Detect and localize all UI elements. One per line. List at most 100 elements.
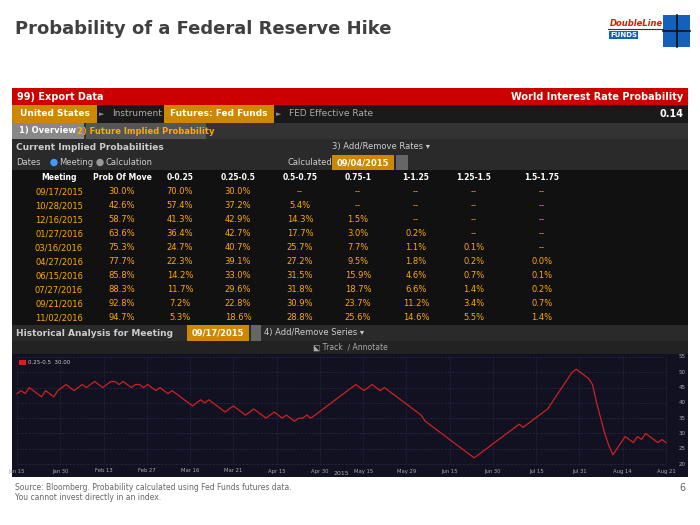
Text: 30.0%: 30.0% (225, 187, 251, 196)
Text: 09/21/2016: 09/21/2016 (35, 299, 83, 309)
Text: 1) Overview: 1) Overview (20, 127, 76, 135)
Text: 0.7%: 0.7% (531, 299, 552, 309)
Text: Feb 27: Feb 27 (138, 468, 155, 474)
Text: 17.7%: 17.7% (287, 229, 314, 238)
Text: 4.6%: 4.6% (405, 271, 426, 280)
Text: Current Implied Probabilities: Current Implied Probabilities (16, 142, 164, 152)
Text: 1.25-1.5: 1.25-1.5 (456, 173, 491, 182)
Text: 20: 20 (679, 461, 686, 467)
Text: Jan 15: Jan 15 (8, 468, 25, 474)
Text: --: -- (471, 215, 477, 225)
Text: 14.3%: 14.3% (287, 215, 314, 225)
Text: 24.7%: 24.7% (167, 244, 193, 253)
Text: Jul 31: Jul 31 (572, 468, 587, 474)
Text: 11/02/2016: 11/02/2016 (35, 313, 83, 322)
Text: 9.5%: 9.5% (347, 257, 369, 267)
FancyBboxPatch shape (12, 255, 688, 269)
Text: 10/28/2015: 10/28/2015 (35, 202, 83, 211)
Text: 0.1%: 0.1% (531, 271, 552, 280)
Text: 5.4%: 5.4% (289, 202, 311, 211)
Text: May 29: May 29 (397, 468, 416, 474)
Text: 45: 45 (679, 385, 686, 390)
FancyBboxPatch shape (12, 105, 97, 123)
Text: ►: ► (276, 111, 281, 117)
Text: --: -- (471, 229, 477, 238)
Text: 40: 40 (679, 401, 686, 405)
Text: --: -- (413, 215, 419, 225)
FancyBboxPatch shape (12, 269, 688, 283)
FancyBboxPatch shape (12, 170, 688, 185)
Text: 0.75-1: 0.75-1 (344, 173, 372, 182)
Text: 07/27/2016: 07/27/2016 (35, 286, 83, 295)
Text: 18.6%: 18.6% (225, 313, 251, 322)
Text: 1.4%: 1.4% (531, 313, 552, 322)
Circle shape (51, 160, 57, 165)
FancyBboxPatch shape (396, 155, 408, 170)
Text: Calculated: Calculated (287, 158, 332, 167)
Text: 36.4%: 36.4% (167, 229, 193, 238)
Text: --: -- (297, 187, 303, 196)
Text: 1.5%: 1.5% (347, 215, 369, 225)
Text: 5.3%: 5.3% (169, 313, 190, 322)
FancyBboxPatch shape (12, 123, 84, 139)
Text: 0.2%: 0.2% (531, 286, 552, 295)
Text: FUNDS: FUNDS (610, 32, 637, 38)
Text: 03/16/2016: 03/16/2016 (35, 244, 83, 253)
Text: ⬕ Track  ∕ Annotate: ⬕ Track ∕ Annotate (313, 343, 387, 352)
FancyBboxPatch shape (251, 325, 261, 341)
Text: 75.3%: 75.3% (108, 244, 135, 253)
Text: 11.2%: 11.2% (402, 299, 429, 309)
Text: 58.7%: 58.7% (108, 215, 135, 225)
Text: Instrument: Instrument (112, 110, 162, 119)
FancyBboxPatch shape (12, 325, 688, 341)
Text: 22.3%: 22.3% (167, 257, 193, 267)
Text: 11.7%: 11.7% (167, 286, 193, 295)
Text: Meeting: Meeting (41, 173, 77, 182)
Text: Calculation: Calculation (105, 158, 152, 167)
Text: 88.3%: 88.3% (108, 286, 135, 295)
Text: 1.1%: 1.1% (405, 244, 426, 253)
FancyBboxPatch shape (12, 297, 688, 311)
Text: ►: ► (99, 111, 104, 117)
Text: 42.6%: 42.6% (108, 202, 135, 211)
Text: 40.7%: 40.7% (225, 244, 251, 253)
Text: Jan 30: Jan 30 (52, 468, 69, 474)
Text: 57.4%: 57.4% (167, 202, 193, 211)
Text: 06/15/2016: 06/15/2016 (35, 271, 83, 280)
Text: May 15: May 15 (354, 468, 373, 474)
Text: 12/16/2015: 12/16/2015 (35, 215, 83, 225)
Text: 94.7%: 94.7% (108, 313, 135, 322)
Text: Jun 30: Jun 30 (484, 468, 501, 474)
Text: --: -- (355, 202, 361, 211)
FancyBboxPatch shape (663, 15, 690, 47)
Text: Futures: Fed Funds: Futures: Fed Funds (170, 110, 267, 119)
Text: --: -- (539, 202, 545, 211)
Text: 0-0.25: 0-0.25 (167, 173, 193, 182)
Text: 6: 6 (679, 483, 685, 493)
Text: 1.8%: 1.8% (405, 257, 426, 267)
FancyBboxPatch shape (12, 354, 688, 477)
Text: Jul 15: Jul 15 (528, 468, 544, 474)
Text: 09/17/2015: 09/17/2015 (192, 329, 244, 338)
FancyBboxPatch shape (187, 325, 249, 341)
Text: Prob Of Move: Prob Of Move (92, 173, 151, 182)
Text: 09/17/2015: 09/17/2015 (35, 187, 83, 196)
FancyBboxPatch shape (86, 123, 206, 139)
FancyBboxPatch shape (12, 199, 688, 213)
Text: 15.9%: 15.9% (345, 271, 371, 280)
FancyBboxPatch shape (332, 155, 394, 170)
Text: Apr 15: Apr 15 (268, 468, 286, 474)
Text: 31.5%: 31.5% (287, 271, 314, 280)
Text: 3) Add/Remove Rates ▾: 3) Add/Remove Rates ▾ (332, 142, 430, 152)
Text: Dates: Dates (16, 158, 41, 167)
Text: 14.2%: 14.2% (167, 271, 193, 280)
Text: 28.8%: 28.8% (287, 313, 314, 322)
Text: 14.6%: 14.6% (402, 313, 429, 322)
Text: 35: 35 (679, 416, 686, 421)
FancyBboxPatch shape (12, 341, 688, 354)
Text: 0.25-0.5: 0.25-0.5 (220, 173, 256, 182)
FancyBboxPatch shape (12, 283, 688, 297)
Text: Feb 13: Feb 13 (94, 468, 112, 474)
Text: 3.4%: 3.4% (463, 299, 484, 309)
FancyBboxPatch shape (12, 227, 688, 241)
